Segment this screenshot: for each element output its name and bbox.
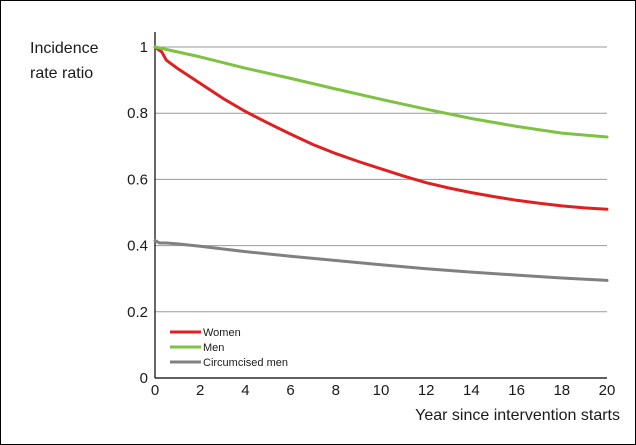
y-tick-label: 1 [140, 39, 148, 56]
x-axis-label: Year since intervention starts [415, 407, 620, 424]
y-axis-label-line-2: rate ratio [30, 65, 93, 82]
x-tick-labels: 0 2 4 6 8 10 12 14 16 18 20 [151, 382, 616, 399]
x-tick-label: 20 [599, 382, 616, 399]
axes [154, 32, 607, 379]
y-tick-label: 0.8 [127, 105, 148, 122]
y-tick-labels: 0 0.2 0.4 0.6 0.8 1 [127, 39, 148, 387]
y-tick-label: 0.2 [127, 304, 148, 321]
x-tick-label: 0 [151, 382, 159, 399]
x-tick-label: 8 [332, 382, 340, 399]
series-line-men [153, 45, 609, 139]
legend-label: Circumcised men [203, 357, 288, 369]
series-lines [153, 45, 609, 282]
x-tick-label: 18 [553, 382, 570, 399]
y-axis-label-line-1: Incidence [30, 40, 99, 57]
x-tick-label: 10 [373, 382, 390, 399]
legend-label: Men [203, 342, 224, 354]
legend-label: Women [203, 327, 241, 339]
x-tick-label: 14 [463, 382, 480, 399]
series-line-circumcised-men [153, 239, 609, 282]
gridlines [155, 46, 607, 313]
y-tick-label: 0.6 [127, 171, 148, 188]
y-tick-label: 0 [140, 370, 148, 387]
series-line-women [153, 45, 609, 211]
x-tick-label: 12 [418, 382, 435, 399]
x-tick-label: 16 [508, 382, 525, 399]
x-tick-label: 4 [241, 382, 249, 399]
y-tick-label: 0.4 [127, 238, 148, 255]
x-tick-label: 2 [196, 382, 204, 399]
legend: Women Men Circumcised men [170, 327, 288, 369]
x-tick-label: 6 [286, 382, 294, 399]
